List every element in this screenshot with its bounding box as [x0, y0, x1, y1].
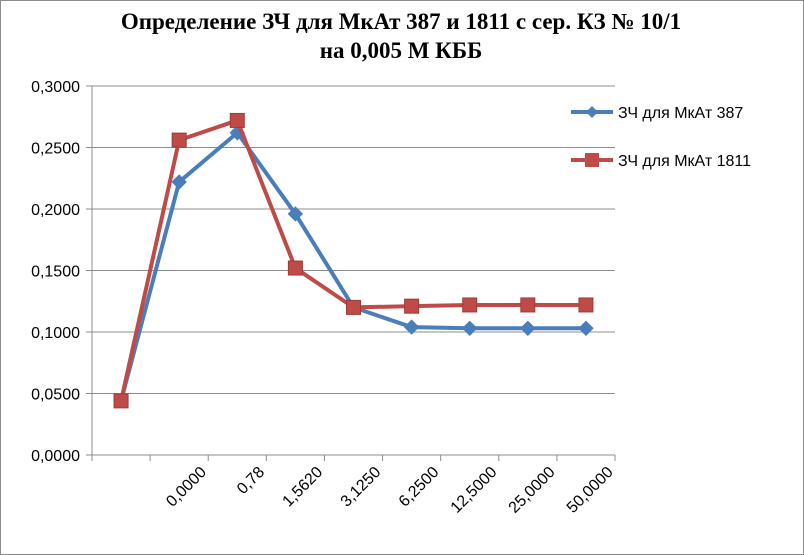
legend-label: ЗЧ для МкАт 387 [618, 105, 743, 122]
y-tick-label: 0,0000 [31, 448, 80, 465]
chart-title-line-2: на 0,005 М КББ [319, 38, 483, 63]
data-point [578, 320, 594, 337]
series-line-2 [119, 118, 586, 402]
x-tick-label: 25,0000 [506, 464, 559, 517]
axes [86, 85, 616, 461]
data-point [404, 298, 420, 314]
data-point [520, 297, 536, 313]
x-tick-label: 50,0000 [564, 464, 617, 517]
data-point [403, 319, 420, 335]
series-group [113, 112, 594, 409]
data-point [462, 297, 478, 313]
data-point [520, 320, 536, 337]
x-tick-label: 0,0000 [163, 464, 210, 511]
x-tick-label: 12,5000 [448, 464, 501, 517]
y-tick-label: 0,1500 [31, 264, 80, 281]
legend: ЗЧ для МкАт 387 ЗЧ для МкАт 1811 [571, 105, 751, 170]
data-point [287, 206, 304, 222]
x-tick-labels: 0,0000 0,78 1,5620 3,1250 6,2500 12,5000 25,00… [163, 464, 616, 517]
chart-title-line-1: Определение ЗЧ для МкАт 387 и 1811 с сер… [120, 9, 682, 34]
data-point [346, 299, 361, 315]
x-tick-label: 0,78 [234, 464, 268, 498]
x-tick-label: 1,5620 [280, 464, 327, 511]
legend-label: ЗЧ для МкАт 1811 [618, 153, 751, 170]
y-tick-label: 0,3000 [31, 79, 80, 96]
y-tick-label: 0,1000 [31, 325, 80, 342]
x-tick-label: 3,1250 [338, 464, 385, 511]
series-line-1 [119, 130, 586, 402]
data-point [229, 112, 245, 128]
data-point [113, 393, 129, 409]
x-tick-label: 6,2500 [396, 464, 443, 511]
data-point [462, 320, 478, 337]
legend-marker-diamond [586, 106, 598, 118]
y-tick-label: 0,2000 [31, 202, 80, 219]
data-point [578, 297, 594, 313]
y-tick-labels: 0,0000 0,0500 0,1000 0,1500 0,2000 0,2500 0,30… [31, 79, 80, 465]
y-tick-label: 0,2500 [31, 141, 80, 158]
gridlines [92, 85, 615, 394]
data-point [171, 174, 187, 190]
y-tick-label: 0,0500 [31, 387, 80, 404]
data-point [287, 260, 303, 276]
data-point [171, 132, 187, 148]
legend-marker-square [585, 153, 599, 167]
